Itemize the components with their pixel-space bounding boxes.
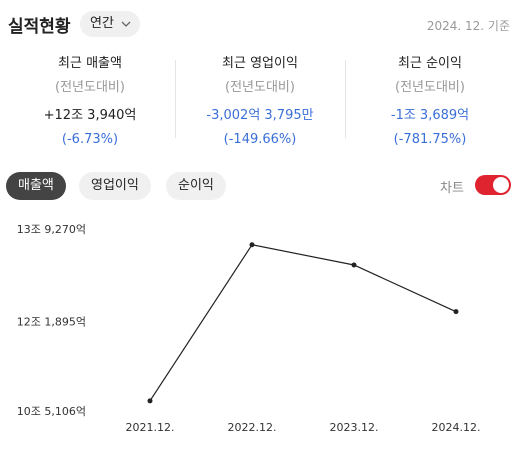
- card-change: (-781.75%): [393, 132, 467, 147]
- card-value: +12조 3,940억: [43, 108, 137, 123]
- point: [249, 242, 255, 248]
- y-tick-label: 10조 5,106억: [17, 405, 86, 418]
- x-tick-label: 2024.12.: [432, 421, 481, 434]
- summary-card: 최근 매출액 (전년도대비) +12조 3,940억 (-6.73%): [4, 52, 176, 152]
- summary-card: 최근 영업이익 (전년도대비) -3,002억 3,795만 (-149.66%…: [174, 52, 346, 152]
- y-tick-label: 12조 1,895억: [17, 316, 86, 329]
- divider: [345, 60, 346, 138]
- card-subtitle: (전년도대비): [55, 80, 125, 95]
- card-title: 최근 영업이익: [222, 56, 298, 71]
- y-tick-label: 13조 9,270억: [17, 223, 86, 236]
- point: [147, 398, 153, 404]
- title: 실적현황: [8, 17, 71, 37]
- card-subtitle: (전년도대비): [395, 80, 465, 95]
- date: 2024. 12. 기준: [426, 19, 510, 33]
- card-title: 최근 순이익: [398, 56, 462, 71]
- toggle-label: 차트: [440, 181, 464, 196]
- period-label: 연간: [90, 16, 114, 31]
- chevron: [121, 21, 131, 27]
- card-change: (-6.73%): [61, 132, 119, 147]
- toggle-switch[interactable]: [475, 175, 511, 195]
- x-tick-label: 2023.12.: [330, 421, 379, 434]
- toggle-knob: [493, 177, 509, 193]
- tab[interactable]: 순이익: [166, 172, 226, 200]
- card-change: (-149.66%): [223, 132, 297, 147]
- card-value: -3,002억 3,795만: [206, 108, 314, 123]
- period-dropdown[interactable]: 연간: [80, 11, 140, 37]
- card-subtitle: (전년도대비): [225, 80, 295, 95]
- tab[interactable]: 매출액: [6, 172, 66, 200]
- card-value: -1조 3,689억: [390, 108, 470, 123]
- x-tick-label: 2021.12.: [126, 421, 175, 434]
- summary-card: 최근 순이익 (전년도대비) -1조 3,689억 (-781.75%): [344, 52, 516, 152]
- tab[interactable]: 영업이익: [79, 172, 151, 200]
- point: [453, 309, 459, 315]
- divider: [175, 60, 176, 138]
- x-tick-label: 2022.12.: [228, 421, 277, 434]
- chart: 10조 5,106억 12조 1,895억 13조 9,270억 2021.12. 20…: [17, 223, 481, 434]
- point: [351, 262, 357, 268]
- card-title: 최근 매출액: [58, 56, 122, 71]
- line: [149, 244, 457, 402]
